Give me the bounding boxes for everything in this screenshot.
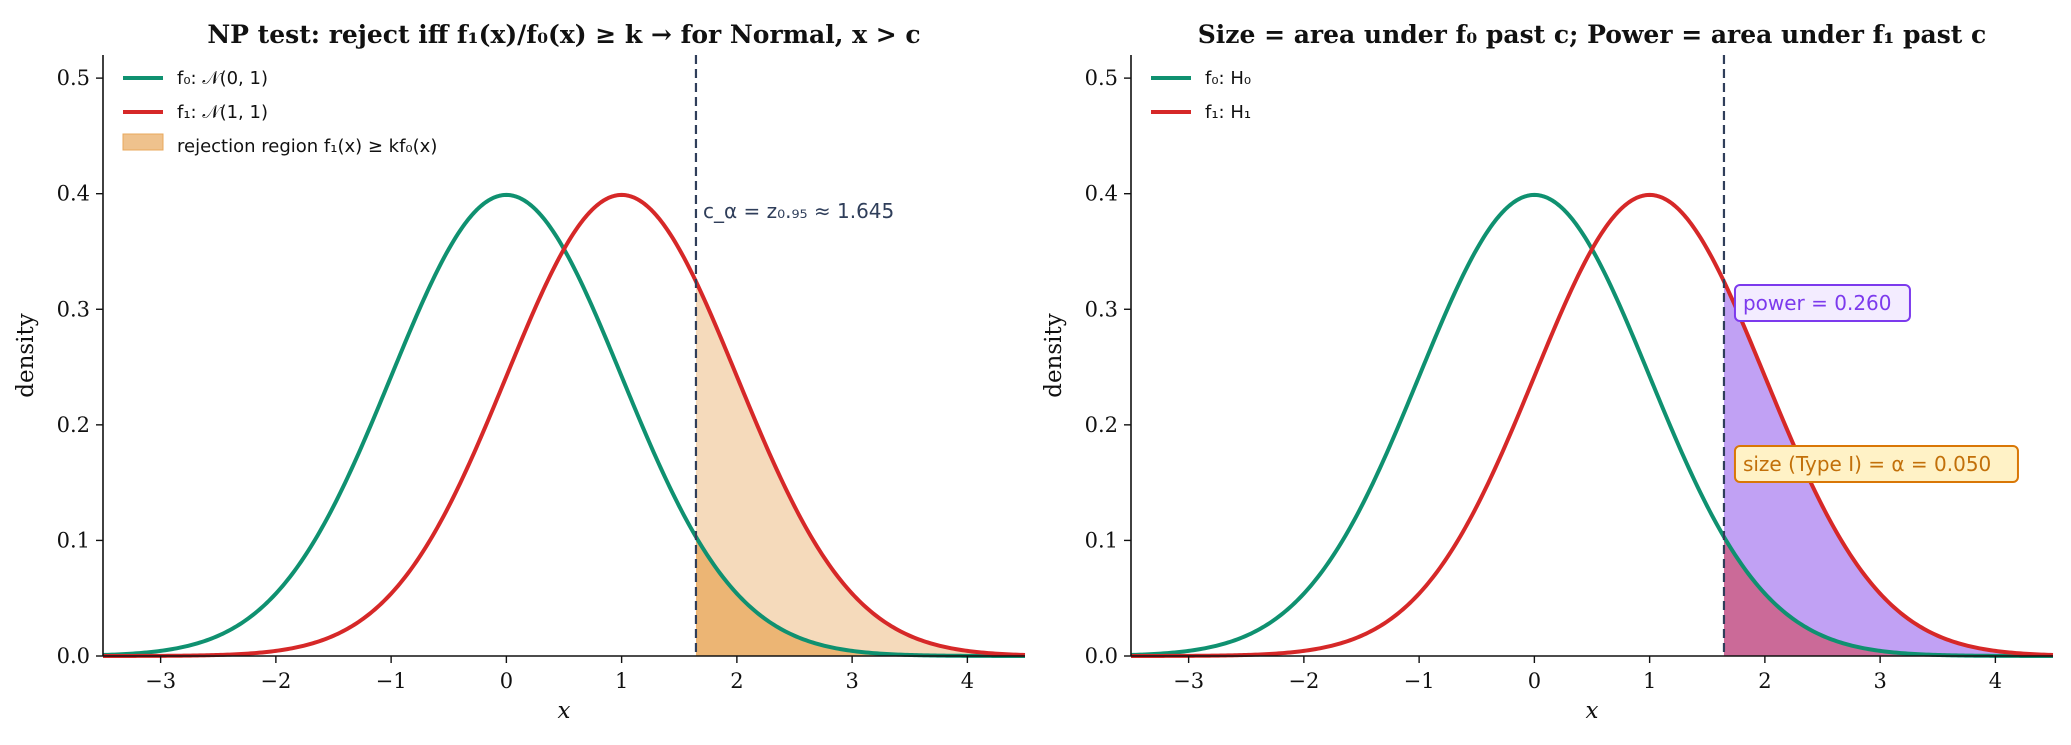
y-tick-label: 0.1 bbox=[1085, 528, 1118, 552]
x-tick-label: 1 bbox=[1643, 669, 1656, 693]
legend-label: f₁: H₁ bbox=[1205, 102, 1251, 123]
size-annotation-box bbox=[1733, 445, 2019, 483]
threshold-label: c_α = z₀.₉₅ ≈ 1.645 bbox=[703, 199, 894, 223]
y-tick-label: 0.4 bbox=[1085, 182, 1118, 206]
x-axis-label: x bbox=[558, 698, 571, 724]
y-tick-label: 0.2 bbox=[1085, 413, 1118, 437]
legend-label: rejection region f₁(x) ≥ kf₀(x) bbox=[177, 136, 437, 157]
y-tick-label: 0.2 bbox=[57, 413, 90, 437]
legend-label: f₀: 𝒩(0, 1) bbox=[177, 68, 268, 89]
y-tick-label: 0.0 bbox=[57, 644, 90, 668]
chart-title: Size = area under f₀ past c; Power = are… bbox=[1198, 20, 1987, 49]
x-tick-label: 2 bbox=[1758, 669, 1771, 693]
x-tick-label: 3 bbox=[1873, 669, 1886, 693]
shaded-region-2 bbox=[1723, 536, 2053, 656]
series-line-f1 bbox=[103, 192, 1026, 658]
size-annotation: size (Type I) = α = 0.050 bbox=[1733, 445, 2019, 483]
y-tick-label: 0.5 bbox=[1085, 66, 1118, 90]
y-tick-label: 0.3 bbox=[57, 297, 90, 321]
x-tick-label: −3 bbox=[145, 669, 176, 693]
x-tick-label: 0 bbox=[1528, 669, 1541, 693]
power-annotation-text: power = 0.260 bbox=[1743, 291, 1892, 315]
shaded-region-2 bbox=[695, 536, 1025, 656]
y-tick-label: 0.5 bbox=[57, 66, 90, 90]
series-line-f0 bbox=[1130, 192, 2053, 658]
x-tick-label: −1 bbox=[1404, 669, 1435, 693]
x-tick-label: 4 bbox=[961, 669, 974, 693]
legend-swatch-rejection bbox=[122, 133, 164, 151]
x-tick-label: 3 bbox=[845, 669, 858, 693]
x-tick-label: 0 bbox=[500, 669, 513, 693]
shaded-region-1 bbox=[1723, 281, 2053, 656]
series-line-f0 bbox=[102, 192, 1025, 658]
chart-panel-1: −3 −2 −1 0 1 2 3 4 0.0 0.1 0.2 0.3 0.4 0.5 x density NP … bbox=[13, 20, 1026, 724]
legend-label: f₁: 𝒩(1, 1) bbox=[177, 102, 268, 123]
x-axis-label: x bbox=[1586, 698, 1599, 724]
y-axis-label: density bbox=[1041, 313, 1067, 398]
x-tick-label: −3 bbox=[1173, 669, 1204, 693]
size-annotation-text: size (Type I) = α = 0.050 bbox=[1743, 452, 1991, 476]
legend-label: f₀: H₀ bbox=[1205, 68, 1251, 89]
chart-title: NP test: reject iff f₁(x)/f₀(x) ≥ k → fo… bbox=[207, 20, 920, 49]
y-tick-label: 0.4 bbox=[57, 182, 90, 206]
legend: f₀: 𝒩(0, 1) f₁: 𝒩(1, 1) rejection region f… bbox=[122, 68, 437, 157]
y-tick-label: 0.0 bbox=[1085, 644, 1118, 668]
chart-panel-2: −3 −2 −1 0 1 2 3 4 0.0 0.1 0.2 0.3 0.4 0.5 x density Siz… bbox=[1041, 20, 2054, 724]
y-axis-label: density bbox=[13, 313, 39, 398]
x-tick-label: 1 bbox=[615, 669, 628, 693]
y-tick-label: 0.3 bbox=[1085, 297, 1118, 321]
shaded-region-1 bbox=[695, 281, 1025, 656]
series-line-f1 bbox=[1131, 192, 2054, 658]
x-tick-label: 2 bbox=[730, 669, 743, 693]
power-annotation-box bbox=[1733, 284, 1911, 322]
power-annotation: power = 0.260 bbox=[1733, 284, 1911, 322]
x-tick-label: 4 bbox=[1989, 669, 2002, 693]
x-tick-label: −1 bbox=[376, 669, 407, 693]
legend: f₀: H₀ f₁: H₁ bbox=[1151, 68, 1251, 123]
x-tick-label: −2 bbox=[260, 669, 291, 693]
x-tick-label: −2 bbox=[1288, 669, 1319, 693]
y-tick-label: 0.1 bbox=[57, 528, 90, 552]
